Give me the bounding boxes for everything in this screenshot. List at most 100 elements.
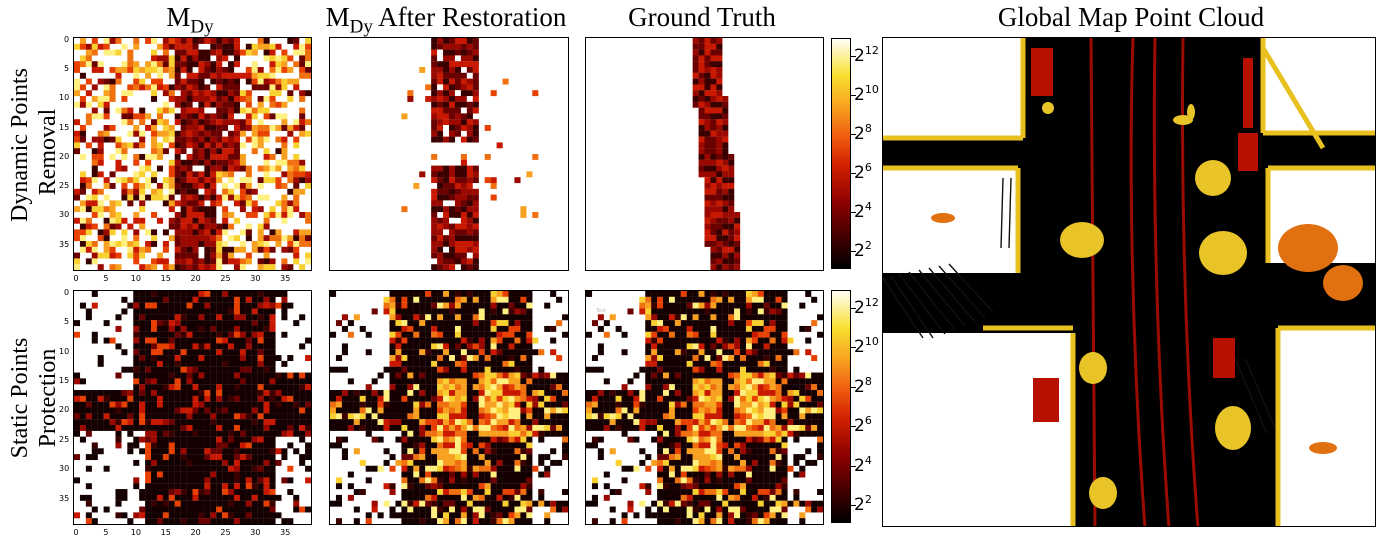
heatmap-cell xyxy=(407,372,414,379)
heatmap-cell xyxy=(466,349,473,356)
heatmap-cell xyxy=(222,349,229,356)
heatmap-cell xyxy=(210,142,217,149)
heatmap-cell xyxy=(180,61,187,68)
heatmap-cell xyxy=(299,395,306,402)
heatmap-cell xyxy=(121,119,128,126)
heatmap-cell xyxy=(79,494,86,501)
heatmap-cell xyxy=(389,384,396,391)
heatmap-cell xyxy=(793,413,800,420)
heatmap-cell xyxy=(365,395,372,402)
heatmap-cell xyxy=(728,165,735,172)
heatmap-cell xyxy=(437,494,444,501)
heatmap-cell xyxy=(775,320,782,327)
heatmap-cell xyxy=(443,183,450,189)
heatmap-cell xyxy=(180,101,187,108)
heatmap-cell xyxy=(103,136,110,143)
heatmap-cell xyxy=(216,401,223,408)
heatmap-cell xyxy=(419,314,426,321)
heatmap-cell xyxy=(210,49,217,56)
heatmap-cell xyxy=(180,465,187,472)
heatmap-cell xyxy=(781,395,788,402)
heatmap-cell xyxy=(472,206,479,213)
heatmap-cell xyxy=(413,477,420,484)
heatmap-cell xyxy=(180,291,187,297)
heatmap-cell xyxy=(269,366,276,373)
heatmap-cell xyxy=(198,430,205,437)
heatmap-cell xyxy=(251,78,258,85)
heatmap-cell xyxy=(698,90,705,97)
heatmap-cell xyxy=(443,72,450,79)
heatmap-cell xyxy=(180,188,187,195)
heatmap-cell xyxy=(180,142,187,149)
heatmap-cell xyxy=(263,78,270,85)
heatmap-cell xyxy=(257,136,264,143)
heatmap-cell xyxy=(245,378,252,385)
heatmap-cell xyxy=(550,395,557,402)
heatmap-cell xyxy=(443,320,450,327)
heatmap-cell xyxy=(621,413,628,420)
heatmap-cell xyxy=(698,454,705,461)
heatmap-cell xyxy=(740,343,747,350)
heatmap-cell xyxy=(186,235,193,242)
heatmap-cell xyxy=(775,459,782,466)
heatmap-cell xyxy=(651,372,658,379)
heatmap-cell xyxy=(526,419,533,426)
heatmap-cell xyxy=(449,372,456,379)
heatmap-cell xyxy=(437,337,444,344)
heatmap-cell xyxy=(85,119,92,126)
heatmap-cell xyxy=(704,465,711,472)
heatmap-cell xyxy=(710,442,717,449)
heatmap-cell xyxy=(228,477,235,484)
heatmap-cell xyxy=(162,378,169,385)
heatmap-cell xyxy=(514,442,521,449)
heatmap-cell xyxy=(443,264,450,270)
heatmap-cell xyxy=(751,384,758,391)
heatmap-cell xyxy=(472,119,479,126)
heatmap-cell xyxy=(674,360,681,367)
heatmap-cell xyxy=(97,130,104,137)
heatmap-cell xyxy=(716,217,723,224)
heatmap-cell xyxy=(139,489,146,495)
heatmap-cell xyxy=(79,125,86,131)
heatmap-cell xyxy=(233,506,241,513)
heatmap-cell xyxy=(757,413,764,420)
heatmap-cell xyxy=(757,296,764,303)
heatmap-cell xyxy=(407,366,414,373)
heatmap-cell xyxy=(228,366,235,373)
heatmap-cell xyxy=(775,378,782,385)
heatmap-cell xyxy=(615,401,622,408)
heatmap-cell xyxy=(299,424,306,431)
heatmap-cell xyxy=(233,343,241,350)
heatmap-cell xyxy=(413,302,420,309)
heatmap-cell xyxy=(210,413,217,420)
heatmap-cell xyxy=(698,148,705,155)
heatmap-cell xyxy=(162,125,169,131)
heatmap-cell xyxy=(97,229,104,236)
heatmap-cell xyxy=(204,500,211,507)
heatmap-cell xyxy=(591,366,598,373)
heatmap-cell xyxy=(79,223,86,230)
heatmap-cell xyxy=(734,471,741,478)
heatmap-cell xyxy=(281,448,288,455)
heatmap-cell xyxy=(621,401,628,408)
heatmap-cell xyxy=(799,325,806,332)
heatmap-cell xyxy=(425,454,432,461)
heatmap-cell xyxy=(341,419,348,426)
heatmap-cell xyxy=(156,384,163,391)
heatmap-cell xyxy=(365,407,372,414)
heatmap-cell xyxy=(437,349,444,356)
heatmap-cell xyxy=(275,424,282,431)
heatmap-cell xyxy=(233,390,241,396)
heatmap-cell xyxy=(109,90,116,97)
heatmap-cell xyxy=(657,331,664,338)
heatmap-cell xyxy=(198,142,205,149)
heatmap-cell xyxy=(228,442,235,449)
heatmap-cell xyxy=(192,489,199,495)
heatmap-cell xyxy=(431,72,438,79)
heatmap-cell xyxy=(704,343,711,350)
heatmap-cell xyxy=(472,494,479,501)
heatmap-cell xyxy=(305,67,311,73)
heatmap-cell xyxy=(704,395,711,402)
heatmap-cell xyxy=(460,264,467,270)
heatmap-cell xyxy=(269,308,276,315)
